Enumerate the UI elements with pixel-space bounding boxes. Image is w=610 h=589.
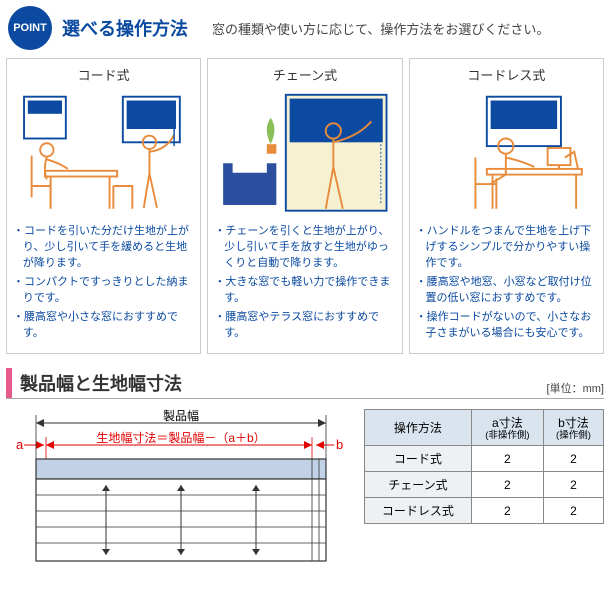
section-body: 製品幅 生地幅寸法＝製品幅－（a＋b） a b (6, 409, 604, 572)
method-chain: チェーン式 チェーンを引くと生地が上がり、少し引いて手を放すと生地がゆっくりと自… (207, 58, 402, 354)
method-illustration-cord (7, 88, 200, 218)
table-header-row: 操作方法 a寸法 (非操作側) b寸法 (操作側) (365, 409, 604, 445)
table-row: チェーン式 2 2 (365, 472, 604, 498)
method-title: チェーン式 (208, 59, 401, 88)
bullet: 大きな窓でも軽い力で操作できます。 (214, 275, 395, 307)
row-label: コードレス式 (365, 498, 472, 524)
header: POINT 選べる操作方法 窓の種類や使い方に応じて、操作方法をお選びください。 (0, 0, 610, 58)
bullet: チェーンを引くと生地が上がり、少し引いて手を放すと生地がゆっくりと自動で降ります… (214, 224, 395, 272)
fabric-width-label: 生地幅寸法＝製品幅－（a＋b） (96, 430, 265, 445)
section-title: 製品幅と生地幅寸法 (6, 368, 182, 398)
bullet: 腰高窓や地窓、小窓など取付け位置の低い窓におすすめです。 (416, 275, 597, 307)
cell-a: 2 (471, 446, 543, 472)
method-title: コードレス式 (410, 59, 603, 88)
section-title-row: 製品幅と生地幅寸法 [単位：mm] (6, 368, 604, 399)
width-diagram: 製品幅 生地幅寸法＝製品幅－（a＋b） a b (6, 409, 346, 572)
th-b: b寸法 (操作側) (543, 409, 603, 445)
method-cordless: コードレス式 ハンドルをつまんで生地を上げ (409, 58, 604, 354)
cell-a: 2 (471, 498, 543, 524)
table-row: コード式 2 2 (365, 446, 604, 472)
b-label: b (336, 437, 343, 452)
main-title: 選べる操作方法 (62, 15, 188, 41)
dimension-table: 操作方法 a寸法 (非操作側) b寸法 (操作側) コード式 2 2 (364, 409, 604, 524)
bullet: 操作コードがないので、小さなお子さまがいる場合にも安心です。 (416, 310, 597, 342)
product-width-label: 製品幅 (163, 409, 199, 423)
bullet: ハンドルをつまんで生地を上げ下げするシンプルで分かりやすい操作です。 (416, 224, 597, 272)
method-title: コード式 (7, 59, 200, 88)
cell-b: 2 (543, 498, 603, 524)
cell-a: 2 (471, 472, 543, 498)
row-label: コード式 (365, 446, 472, 472)
main-subtitle: 窓の種類や使い方に応じて、操作方法をお選びください。 (212, 19, 549, 38)
bullet: コンパクトですっきりとした納まりです。 (13, 275, 194, 307)
row-label: チェーン式 (365, 472, 472, 498)
method-cord: コード式 (6, 58, 201, 354)
cell-b: 2 (543, 472, 603, 498)
method-illustration-cordless (410, 88, 603, 218)
methods-row: コード式 (0, 58, 610, 354)
unit-label: [単位：mm] (547, 380, 604, 398)
bullet: 腰高窓やテラス窓におすすめです。 (214, 310, 395, 342)
a-label: a (16, 437, 24, 452)
cell-b: 2 (543, 446, 603, 472)
bullet: コードを引いた分だけ生地が上がり、少し引いて手を緩めると生地が降ります。 (13, 224, 194, 272)
point-badge: POINT (8, 6, 52, 50)
bullet: 腰高窓や小さな窓におすすめです。 (13, 310, 194, 342)
method-bullets: チェーンを引くと生地が上がり、少し引いて手を放すと生地がゆっくりと自動で降ります… (208, 218, 401, 353)
method-illustration-chain (208, 88, 401, 218)
section-dimensions: 製品幅と生地幅寸法 [単位：mm] 製品幅 生地幅寸法＝製品幅－（a＋b） a … (0, 368, 610, 582)
method-bullets: ハンドルをつまんで生地を上げ下げするシンプルで分かりやすい操作です。 腰高窓や地… (410, 218, 603, 353)
th-method: 操作方法 (365, 409, 472, 445)
method-bullets: コードを引いた分だけ生地が上がり、少し引いて手を緩めると生地が降ります。 コンパ… (7, 218, 200, 353)
table-row: コードレス式 2 2 (365, 498, 604, 524)
th-a: a寸法 (非操作側) (471, 409, 543, 445)
